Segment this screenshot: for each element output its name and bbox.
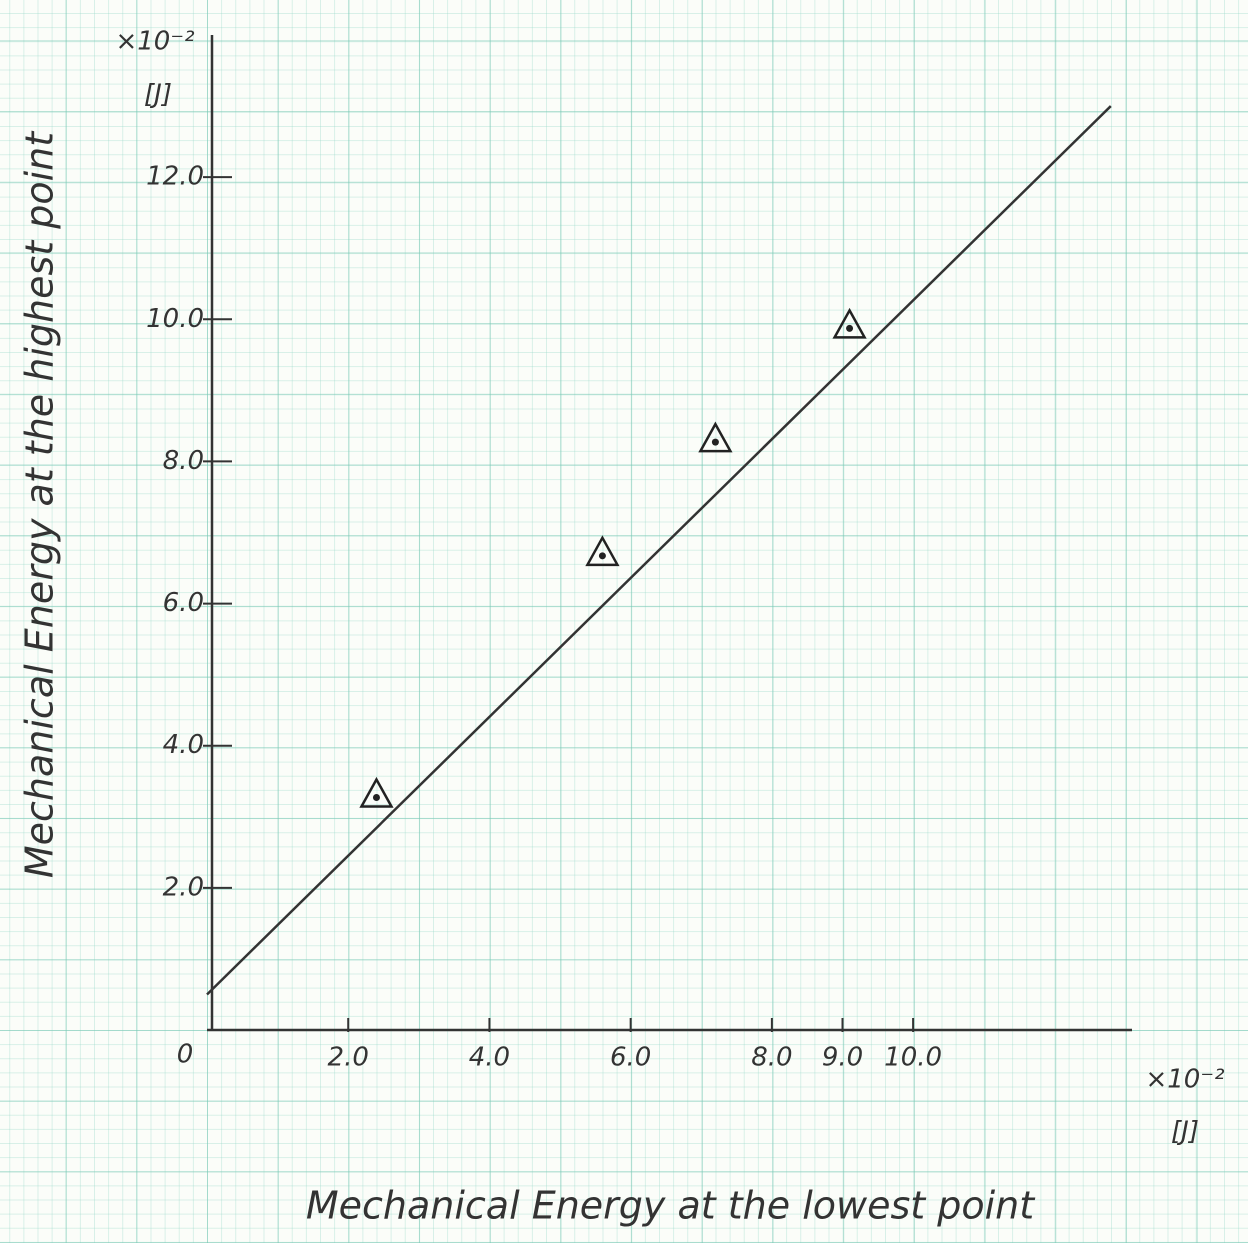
point-dot [712, 439, 719, 446]
point-dot [846, 325, 853, 332]
x-tick-label: 9.0 [822, 1043, 863, 1073]
fit-line [207, 106, 1111, 994]
data-point [700, 424, 730, 451]
y-tick-label: 12.0 [146, 162, 204, 192]
y-axis-title: Mechanical Energy at the highest point [18, 130, 62, 878]
point-triangle [700, 424, 730, 451]
x-tick-label: 4.0 [469, 1043, 510, 1073]
y-tick-label: 8.0 [163, 446, 204, 476]
point-dot [599, 552, 606, 559]
chart: Mechanical Energy at the lowest point Me… [0, 0, 1248, 1243]
x-tick-label: 2.0 [328, 1043, 369, 1073]
x-tick-label: 6.0 [610, 1043, 651, 1073]
data-point [361, 779, 391, 806]
y-tick-label: 4.0 [163, 730, 204, 760]
point-triangle [361, 779, 391, 806]
data-point [587, 538, 617, 565]
data-point [835, 310, 865, 337]
y-tick-label: 2.0 [163, 872, 204, 902]
origin-label: 0 [177, 1040, 194, 1070]
y-axis-unit: [J] [144, 80, 172, 110]
point-dot [373, 794, 380, 801]
y-tick-label: 10.0 [146, 304, 204, 334]
point-triangle [587, 538, 617, 565]
x-axis-title: Mechanical Energy at the lowest point [306, 1184, 1036, 1228]
x-tick-label: 10.0 [884, 1043, 942, 1073]
y-axis-multiplier: ×10⁻² [115, 27, 194, 57]
x-tick-label: 8.0 [751, 1043, 792, 1073]
x-axis-unit: [J] [1171, 1117, 1199, 1147]
point-triangle [835, 310, 865, 337]
y-tick-label: 6.0 [163, 588, 204, 618]
x-axis-multiplier: ×10⁻² [1145, 1065, 1224, 1095]
